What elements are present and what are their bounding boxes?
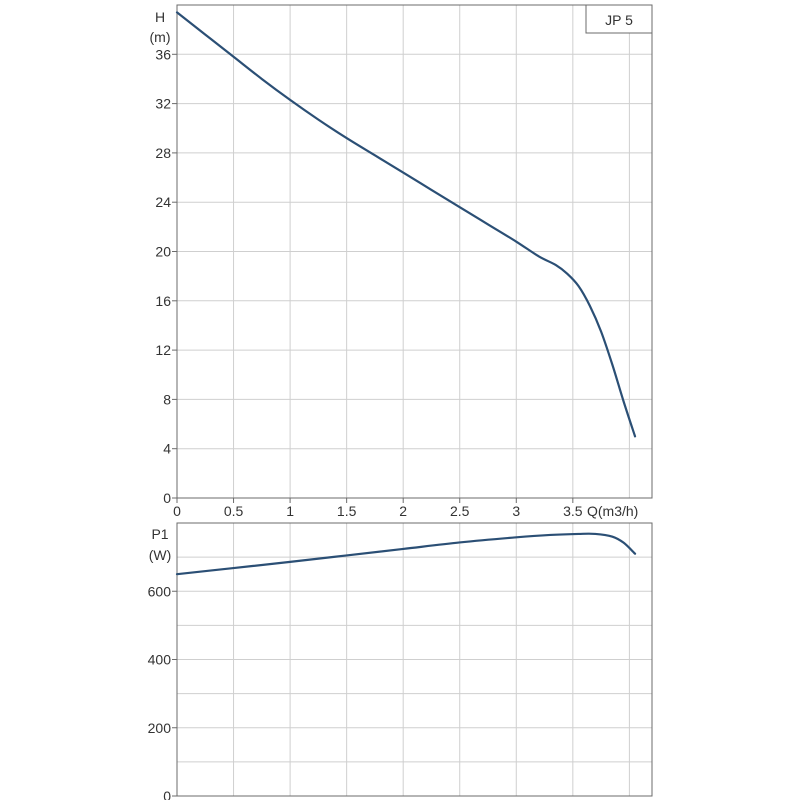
x-tick-label: 3 [512,503,520,519]
head-y-tick-label: 32 [155,96,171,112]
power-y-label-line2: (W) [149,547,172,563]
power-chart: 0 200 400 600 P1 (W) [148,522,653,800]
head-y-label-line1: H [155,9,165,25]
head-y-tick-label: 0 [163,490,171,506]
x-tick-label: 2.5 [450,503,470,519]
power-y-tick-label: 200 [148,720,172,736]
x-tick-label: 0 [173,503,181,519]
head-y-tick-label: 8 [163,391,171,407]
head-y-tick-label: 36 [155,46,171,62]
x-tick-label: 3.5 [563,503,583,519]
x-tick-label: 2 [399,503,407,519]
head-chart: 0 4 8 12 16 20 24 28 32 36 0 0.5 1 1.5 2 2.5 3 3.5 H (m)… [150,4,653,519]
x-tick-label: 1 [286,503,294,519]
x-axis-label: Q(m3/h) [587,503,638,519]
power-grid [177,523,652,796]
power-y-tick-label: 0 [163,788,171,800]
x-tick-label: 0.5 [224,503,244,519]
head-y-tick-label: 4 [163,441,171,457]
head-y-label-line2: (m) [150,29,171,45]
head-x-ticks: 0 0.5 1 1.5 2 2.5 3 3.5 [173,498,583,519]
badge-label: JP 5 [605,12,633,28]
head-y-tick-label: 16 [155,293,171,309]
power-y-tick-label: 400 [148,652,172,668]
x-tick-label: 1.5 [337,503,357,519]
head-y-tick-label: 12 [155,342,171,358]
power-curve [175,532,637,576]
head-y-tick-label: 28 [155,145,171,161]
head-y-tick-label: 24 [155,194,171,210]
head-grid [177,5,652,498]
head-y-ticks: 0 4 8 12 16 20 24 28 32 36 [155,46,177,506]
head-y-tick-label: 20 [155,244,171,260]
badge-box: JP 5 [585,4,653,34]
power-y-tick-label: 600 [148,583,172,599]
head-curve [175,11,637,438]
power-y-label-line1: P1 [151,526,168,542]
power-y-ticks: 0 200 400 600 [148,583,177,800]
